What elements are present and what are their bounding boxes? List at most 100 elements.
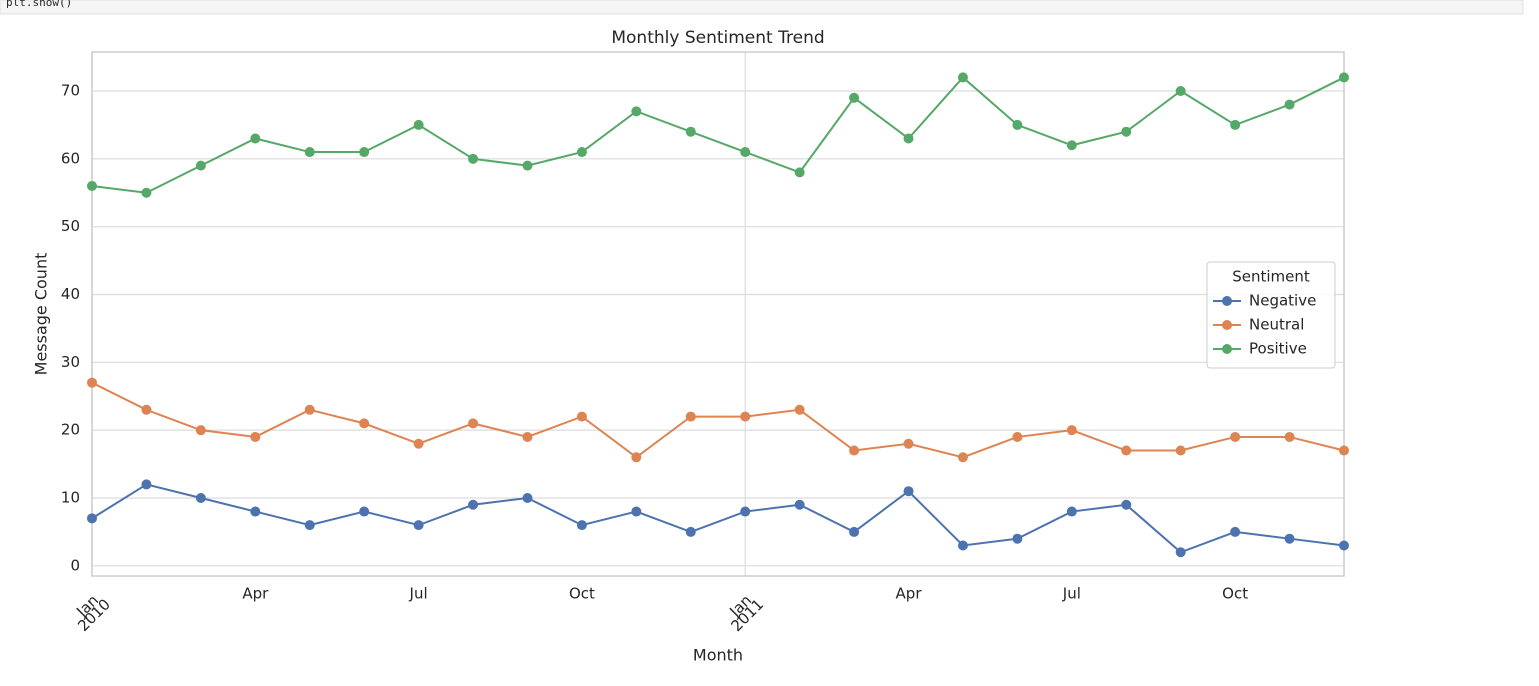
data-point — [1230, 119, 1241, 130]
legend-marker — [1222, 296, 1232, 306]
data-point — [304, 404, 315, 415]
data-point — [195, 160, 206, 171]
data-point — [1339, 445, 1349, 456]
y-axis-label: Message Count — [32, 253, 51, 376]
data-point — [849, 92, 860, 103]
data-point — [250, 506, 261, 517]
code-cell — [0, 0, 1524, 15]
data-point — [141, 187, 152, 198]
series-line — [91, 381, 1345, 459]
data-point — [1230, 526, 1241, 537]
data-point — [250, 133, 261, 144]
data-point — [141, 404, 152, 415]
data-point — [740, 147, 751, 158]
y-tick-label: 60 — [61, 149, 80, 167]
data-point — [359, 147, 370, 158]
data-point — [685, 126, 696, 137]
code-text: plt.show() — [6, 0, 72, 9]
data-point — [631, 106, 642, 117]
data-point — [1175, 547, 1186, 558]
data-point — [849, 526, 860, 537]
data-point — [468, 499, 479, 510]
data-point — [1175, 86, 1186, 97]
data-point — [1121, 445, 1132, 456]
data-point — [522, 492, 533, 503]
data-point — [522, 160, 533, 171]
data-point — [1012, 119, 1023, 130]
legend-label: Positive — [1249, 340, 1307, 358]
data-point — [304, 520, 315, 531]
data-point — [141, 479, 152, 490]
data-point — [1284, 99, 1295, 110]
data-point — [1339, 72, 1349, 83]
series-line — [91, 76, 1345, 194]
data-point — [957, 72, 968, 83]
y-tick-label: 10 — [61, 488, 80, 506]
data-point — [413, 119, 424, 130]
data-point — [1175, 445, 1186, 456]
data-point — [250, 431, 261, 442]
y-tick-label: 50 — [61, 217, 80, 235]
data-point — [794, 167, 805, 178]
y-tick-label: 40 — [61, 285, 80, 303]
legend-marker — [1222, 344, 1232, 354]
data-point — [1284, 431, 1295, 442]
data-point — [522, 431, 533, 442]
data-point — [359, 418, 370, 429]
data-point — [195, 425, 206, 436]
legend-marker — [1222, 320, 1232, 330]
y-tick-label: 30 — [61, 353, 80, 371]
data-point — [304, 147, 315, 158]
data-point — [87, 180, 97, 191]
data-point — [1012, 533, 1023, 544]
data-point — [87, 513, 97, 524]
x-tick-label: Oct — [1222, 585, 1248, 603]
x-tick-label: Apr — [242, 585, 269, 603]
y-tick-label: 70 — [61, 82, 80, 100]
data-point — [1066, 425, 1077, 436]
data-point — [468, 153, 479, 164]
series-line — [91, 483, 1345, 554]
data-point — [413, 520, 424, 531]
plot-frame — [91, 51, 1345, 577]
y-tick-label: 20 — [61, 421, 80, 439]
data-point — [468, 418, 479, 429]
legend-title: Sentiment — [1232, 268, 1310, 286]
x-tick-label: Jul — [1062, 585, 1081, 603]
data-point — [1121, 126, 1132, 137]
legend-label: Neutral — [1249, 316, 1304, 334]
data-point — [1012, 431, 1023, 442]
data-point — [740, 411, 751, 422]
data-point — [1121, 499, 1132, 510]
data-point — [195, 492, 206, 503]
data-point — [794, 499, 805, 510]
y-tick-label: 0 — [70, 556, 80, 574]
data-point — [903, 438, 914, 449]
data-point — [903, 133, 914, 144]
chart-title: Monthly Sentiment Trend — [611, 28, 824, 48]
data-point — [957, 452, 968, 463]
x-axis-label: Month — [693, 646, 743, 665]
data-point — [849, 445, 860, 456]
data-point — [413, 438, 424, 449]
data-point — [576, 147, 587, 158]
legend-label: Negative — [1249, 292, 1316, 310]
legend-box — [1206, 261, 1336, 369]
data-point — [1339, 540, 1349, 551]
data-point — [1066, 506, 1077, 517]
data-point — [957, 540, 968, 551]
data-point — [903, 486, 914, 497]
data-point — [794, 404, 805, 415]
x-tick-label: Oct — [569, 585, 595, 603]
data-point — [576, 411, 587, 422]
data-point — [685, 526, 696, 537]
data-point — [740, 506, 751, 517]
x-tick-label: Jul — [409, 585, 428, 603]
data-point — [87, 377, 97, 388]
data-point — [631, 506, 642, 517]
x-tick-label: Apr — [896, 585, 923, 603]
data-point — [576, 520, 587, 531]
data-point — [1230, 431, 1241, 442]
